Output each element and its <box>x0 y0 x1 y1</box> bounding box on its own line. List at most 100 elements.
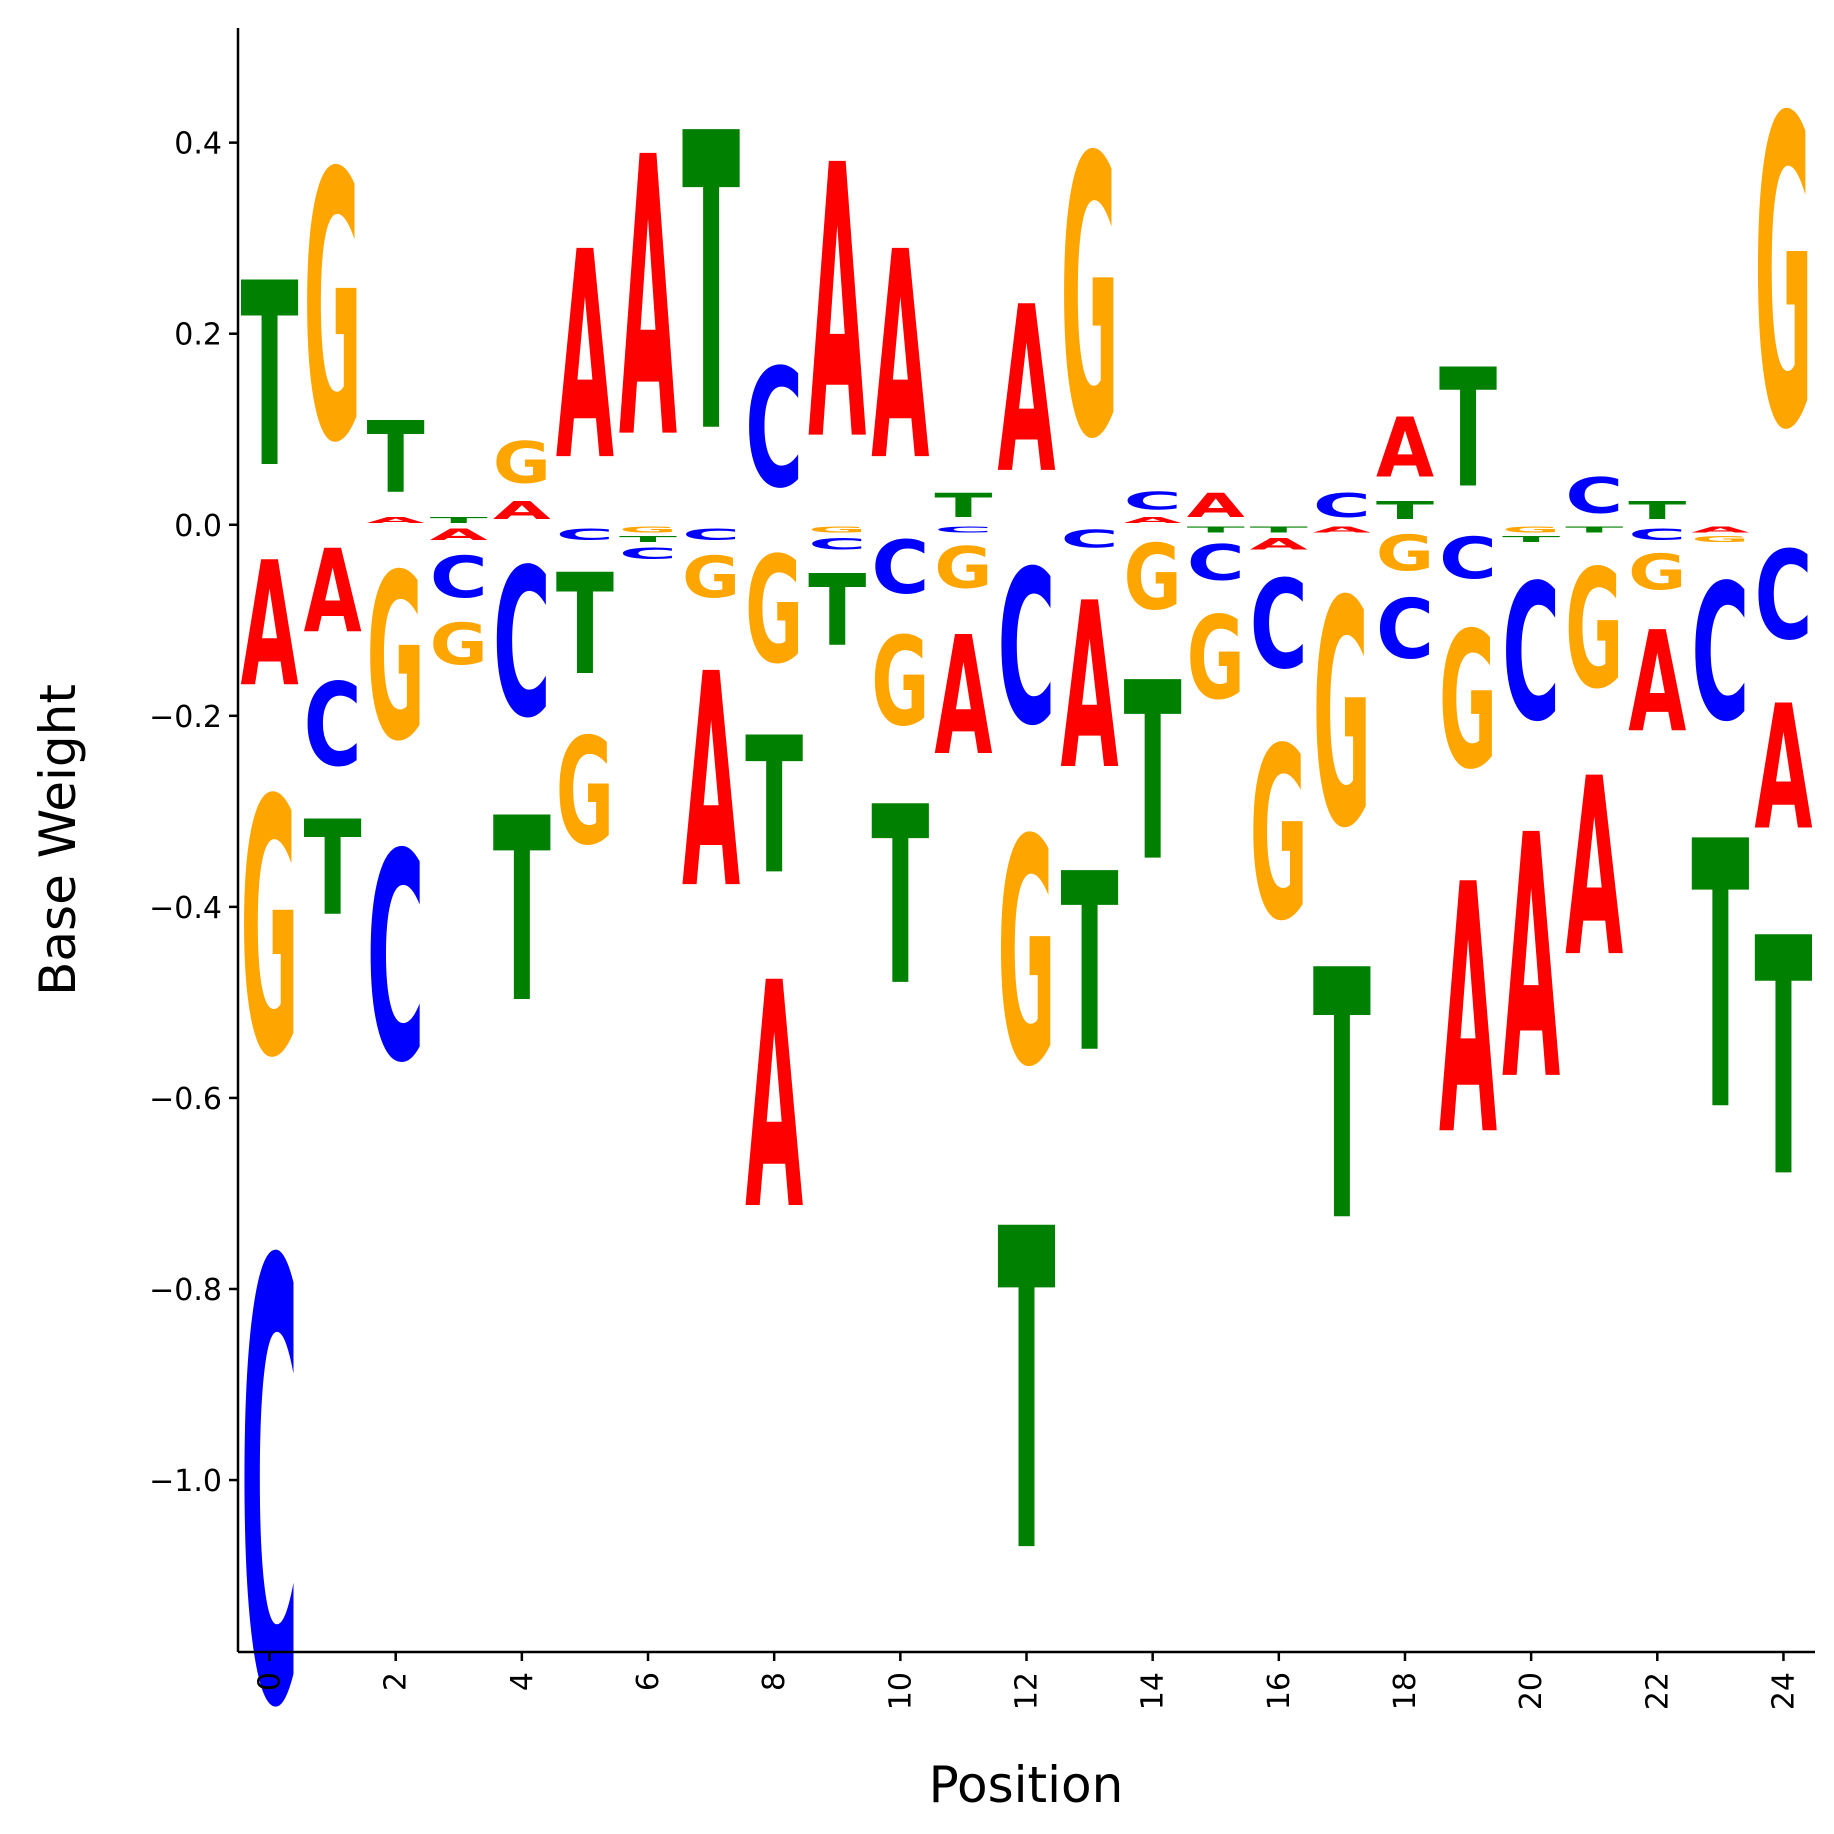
logo-letter-g: G <box>1628 545 1686 601</box>
logo-letter-t: T <box>556 545 614 707</box>
x-tick-label: 10 <box>883 1672 918 1710</box>
logo-letter-g: G <box>1124 526 1182 630</box>
logo-letter-g: G <box>682 545 740 612</box>
logo-letter-c: C <box>745 335 803 525</box>
logo-letter-t: T <box>1565 525 1623 534</box>
logo-letter-t: T <box>745 699 803 917</box>
logo-letter-c: C <box>682 525 740 544</box>
logo-letter-g: G <box>304 96 362 524</box>
logo-letter-t: T <box>1313 898 1371 1297</box>
logo-letter-a: A <box>682 611 740 954</box>
logo-letter-g: G <box>871 611 929 754</box>
logo-letter-g: G <box>934 535 992 602</box>
logo-letter-g: G <box>1502 525 1560 535</box>
y-tick-label: −1.0 <box>149 1464 222 1499</box>
logo-letter-t: T <box>430 515 488 524</box>
y-tick-label: −0.6 <box>149 1082 222 1117</box>
logo-letter-t: T <box>1061 823 1119 1108</box>
logo-letter-t: T <box>808 554 866 668</box>
logo-letter-a: A <box>1313 525 1371 534</box>
logo-letter-g: G <box>430 611 488 678</box>
logo-letter-c: C <box>1628 525 1686 544</box>
logo-letter-c: C <box>1061 525 1119 553</box>
logo-letter-t: T <box>997 1137 1055 1651</box>
y-tick-label: −0.2 <box>149 700 222 735</box>
logo-letter-t: T <box>304 793 362 945</box>
logo-letter-t: T <box>619 534 677 543</box>
logo-letter-a: A <box>619 77 678 524</box>
logo-letter-a: A <box>1691 525 1749 534</box>
logo-letter-t: T <box>1439 334 1497 525</box>
logo-letter-g: G <box>1250 699 1308 974</box>
logo-letter-g: G <box>808 525 866 535</box>
x-tick-label: 8 <box>757 1672 792 1691</box>
logo-letter-t: T <box>1250 525 1308 534</box>
x-tick-label: 18 <box>1388 1672 1423 1710</box>
logo-letter-g: G <box>493 430 551 497</box>
logo-letter-c: C <box>934 525 992 534</box>
y-tick-label: 0.0 <box>174 509 222 544</box>
logo-letter-a: A <box>1124 515 1182 524</box>
logo-letter-c: C <box>1691 544 1749 763</box>
logo-letter-c: C <box>997 525 1055 773</box>
logo-letter-c: C <box>1376 582 1434 677</box>
logo-letter-c: C <box>1502 544 1560 763</box>
y-axis-ticks: 0.4 0.2 0.0 −0.2 −0.4 −0.6 −0.8 −1.0 <box>149 127 238 1499</box>
logo-letter-a: A <box>997 259 1055 525</box>
logo-letter-g: G <box>1565 534 1623 725</box>
logo-letter-a: A <box>1439 812 1497 1211</box>
x-tick-label: 20 <box>1514 1672 1549 1710</box>
logo-letter-c: C <box>304 660 362 793</box>
logo-letter-t: T <box>934 487 992 525</box>
logo-letter-c: C <box>1313 487 1371 525</box>
logo-letter-g: G <box>367 525 425 791</box>
logo-letter-c: C <box>493 525 551 764</box>
logo-letter-a: A <box>241 526 299 726</box>
logo-letter-a: A <box>871 192 929 524</box>
x-axis-title: Position <box>929 1756 1124 1814</box>
x-tick-label: 2 <box>379 1672 414 1691</box>
x-tick-label: 22 <box>1640 1672 1675 1710</box>
logo-letter-c: C <box>430 545 488 611</box>
logo-letter-a: A <box>1061 555 1119 821</box>
logo-letter-a: A <box>1376 401 1434 496</box>
logo-letter-g: G <box>1187 593 1245 725</box>
logo-letter-a: A <box>304 525 362 659</box>
logo-letter-g: G <box>1691 534 1749 544</box>
x-axis-ticks: 0 2 4 6 8 10 12 14 16 18 20 22 24 <box>253 1652 1801 1710</box>
logo-letter-t: T <box>1691 764 1749 1192</box>
logo-letter-t: T <box>367 401 425 515</box>
logo-letter-g: G <box>1439 593 1497 811</box>
logo-letter-a: A <box>1628 602 1686 764</box>
logo-letter-c: C <box>1250 554 1308 697</box>
logo-letter-c: C <box>367 794 425 1127</box>
logo-letter-c: C <box>1439 526 1497 592</box>
x-tick-label: 4 <box>505 1672 540 1691</box>
logo-letter-a: A <box>1754 669 1812 869</box>
logo-letter-t: T <box>682 47 740 523</box>
logo-letter-g: G <box>1754 28 1812 523</box>
logo-letter-a: A <box>556 192 614 524</box>
logo-letter-a: A <box>1250 534 1308 553</box>
logo-letter-t: T <box>493 764 551 1059</box>
logo-letter-t: T <box>241 229 299 524</box>
y-tick-label: −0.8 <box>149 1273 222 1308</box>
logo-letter-c: C <box>1124 487 1182 515</box>
logo-letter-c: C <box>1187 534 1245 591</box>
logo-letter-g: G <box>997 775 1055 1136</box>
logo-letter-a: A <box>745 919 803 1279</box>
logo-letter-g: G <box>619 525 677 535</box>
logo-letter-a: A <box>934 601 992 791</box>
y-axis-title: Base Weight <box>29 684 87 996</box>
logo-letter-t: T <box>1502 534 1560 543</box>
logo-letter-a: A <box>1187 486 1245 524</box>
logo-letter-c: C <box>1565 468 1623 525</box>
logo-letter-t: T <box>1628 496 1686 525</box>
x-tick-label: 16 <box>1262 1672 1297 1710</box>
logo-letter-g: G <box>745 526 803 697</box>
logo-letter-a: A <box>430 525 488 544</box>
logo-letter-a: A <box>367 515 425 524</box>
logo-letter-t: T <box>1187 525 1245 534</box>
logo-letter-a: A <box>808 87 867 524</box>
